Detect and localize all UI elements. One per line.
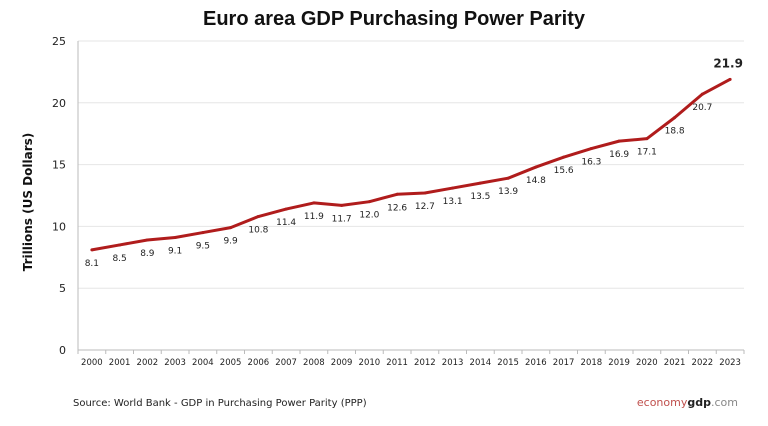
data-label: 11.9 — [304, 212, 324, 222]
x-tick-label: 2006 — [248, 358, 270, 368]
data-label: 8.5 — [112, 254, 126, 264]
data-point — [451, 186, 455, 190]
data-point — [229, 226, 233, 230]
data-label: 18.8 — [665, 127, 685, 137]
x-tick-label: 2003 — [164, 358, 186, 368]
data-point — [700, 92, 704, 96]
data-label: 16.9 — [609, 150, 629, 160]
data-point — [367, 200, 371, 204]
brand-part: economy — [636, 396, 688, 409]
data-label: 9.5 — [196, 242, 210, 252]
x-tick-label: 2021 — [664, 358, 686, 368]
data-point — [562, 155, 566, 159]
data-label: 12.6 — [387, 203, 407, 213]
x-tick-label: 2016 — [525, 358, 547, 368]
data-label: 12.0 — [359, 211, 379, 221]
data-label: 16.3 — [581, 158, 601, 168]
data-label: 8.1 — [85, 259, 99, 269]
data-point — [728, 77, 732, 81]
x-tick-label: 2004 — [192, 358, 214, 368]
data-point — [645, 137, 649, 141]
data-point — [145, 238, 149, 242]
data-point — [617, 139, 621, 143]
data-point — [312, 201, 316, 205]
data-label: 11.7 — [332, 214, 352, 224]
x-tick-label: 2013 — [442, 358, 464, 368]
data-label: 13.9 — [498, 187, 518, 197]
x-tick-label: 2005 — [220, 358, 242, 368]
x-tick-label: 2018 — [581, 358, 603, 368]
x-tick-label: 2002 — [137, 358, 159, 368]
series-line — [91, 77, 731, 252]
x-tick-label: 2007 — [275, 358, 297, 368]
brand-part: .com — [711, 396, 738, 409]
data-label: 17.1 — [637, 148, 657, 158]
x-tick-label: 2000 — [81, 358, 103, 368]
data-label: 9.9 — [223, 237, 238, 247]
data-point — [673, 116, 677, 120]
y-tick-label: 15 — [52, 159, 66, 172]
y-tick-label: 0 — [59, 344, 66, 357]
x-tick-label: 2011 — [386, 358, 408, 368]
y-tick-label: 5 — [59, 282, 66, 295]
data-label: 8.9 — [140, 249, 155, 259]
x-tick-label: 2008 — [303, 358, 325, 368]
brand-logo: economygdp.com — [637, 396, 738, 409]
data-point — [506, 176, 510, 180]
data-point — [395, 192, 399, 196]
data-label: 13.1 — [443, 197, 463, 207]
data-label: 12.7 — [415, 202, 435, 212]
data-point — [173, 236, 177, 240]
x-tick-label: 2023 — [719, 358, 741, 368]
data-point — [201, 231, 205, 235]
y-tick-label: 20 — [52, 97, 66, 110]
data-label: 11.4 — [276, 218, 296, 228]
x-tick-label: 2009 — [331, 358, 353, 368]
x-tick-label: 2010 — [359, 358, 381, 368]
x-tick-label: 2001 — [109, 358, 131, 368]
data-point — [256, 215, 260, 219]
x-tick-label: 2019 — [608, 358, 630, 368]
x-tick-label: 2015 — [497, 358, 519, 368]
x-tick-label: 2022 — [692, 358, 714, 368]
data-point — [340, 203, 344, 207]
data-label: 10.8 — [248, 226, 268, 236]
x-tick-label: 2014 — [470, 358, 492, 368]
x-tick-label: 2012 — [414, 358, 436, 368]
chart-title: Euro area GDP Purchasing Power Parity — [203, 8, 585, 30]
data-point — [90, 248, 94, 252]
data-point — [118, 243, 122, 247]
data-point — [284, 207, 288, 211]
x-tick-label: 2020 — [636, 358, 658, 368]
data-label: 21.9 — [713, 56, 743, 70]
data-label: 13.5 — [470, 192, 490, 202]
data-point — [423, 191, 427, 195]
y-tick-label: 10 — [52, 220, 66, 233]
y-tick-label: 25 — [52, 35, 66, 48]
data-label: 14.8 — [526, 176, 546, 186]
source-note: Source: World Bank - GDP in Purchasing P… — [73, 398, 367, 409]
data-point — [589, 147, 593, 151]
x-tick-label: 2017 — [553, 358, 575, 368]
data-point — [478, 181, 482, 185]
data-point — [534, 165, 538, 169]
data-label: 20.7 — [692, 103, 712, 113]
data-label: 15.6 — [554, 166, 574, 176]
brand-part: gdp — [687, 396, 711, 409]
data-label: 9.1 — [168, 247, 182, 257]
